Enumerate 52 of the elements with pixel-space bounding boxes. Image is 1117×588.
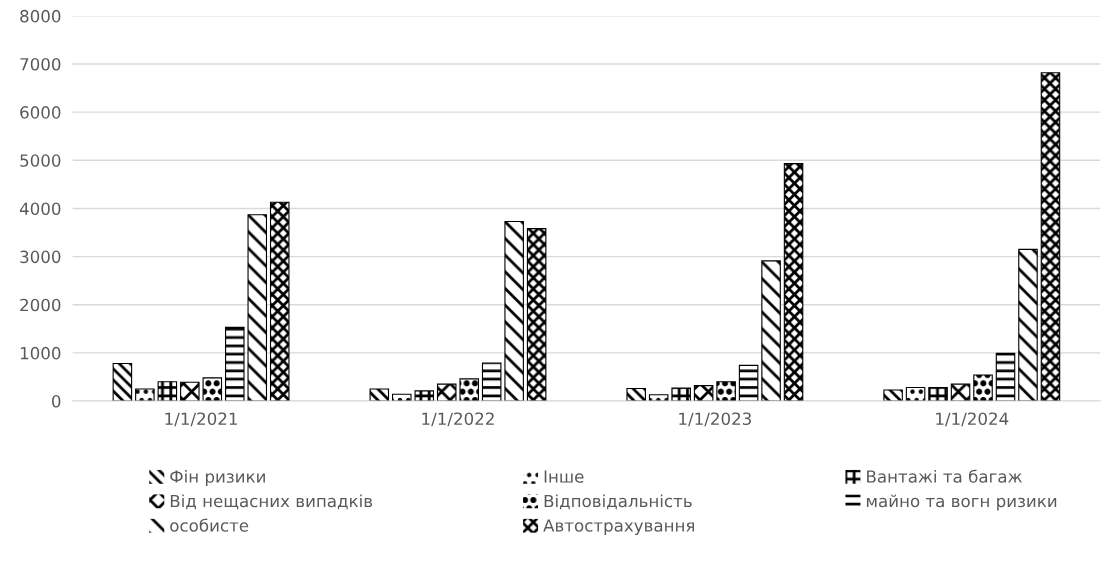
bar xyxy=(995,352,1016,402)
y-tick-label: 4000 xyxy=(19,202,61,216)
y-tick-label: 3000 xyxy=(20,250,61,264)
y-tick-label: 7000 xyxy=(20,57,61,71)
x-tick-label: 1/1/2021 xyxy=(165,412,237,427)
bar xyxy=(883,389,903,402)
y-tick-label: 1000 xyxy=(20,346,61,360)
y-tick-label: 0 xyxy=(51,394,61,408)
bar xyxy=(973,374,993,402)
bar xyxy=(648,394,669,402)
y-tick-label: 6000 xyxy=(20,106,61,119)
bar xyxy=(369,388,390,402)
bar xyxy=(1040,72,1061,402)
y-tick-label: 8000 xyxy=(20,9,61,23)
bar xyxy=(928,386,948,402)
bar xyxy=(526,228,547,402)
bar xyxy=(202,377,223,402)
legend-label: Від нещасних випадків xyxy=(170,494,373,510)
bar xyxy=(738,364,759,402)
bar xyxy=(180,381,200,402)
legend-label: Відповідальність xyxy=(544,494,692,510)
bar xyxy=(112,362,133,402)
bar xyxy=(905,386,926,402)
legend-label: майно та вогн ризики xyxy=(866,494,1057,511)
bar xyxy=(626,387,646,402)
bar xyxy=(716,381,736,402)
bar xyxy=(157,381,178,402)
legend-label: Вантажі та багаж xyxy=(867,469,1022,483)
bar xyxy=(459,378,479,402)
legend-label: Фін ризики xyxy=(170,469,265,487)
legend-label: Автострахування xyxy=(543,519,695,535)
bar xyxy=(1018,248,1038,402)
bar xyxy=(671,387,691,402)
bar xyxy=(269,201,290,402)
legend-label: Інше xyxy=(544,470,584,483)
y-tick-label: 5000 xyxy=(20,154,61,167)
bar xyxy=(225,326,245,402)
x-tick-label: 1/1/2024 xyxy=(936,412,1009,427)
bar xyxy=(436,383,457,402)
bar xyxy=(414,390,435,402)
bar xyxy=(247,214,268,402)
bar xyxy=(135,388,155,402)
x-tick-label: 1/1/2023 xyxy=(679,412,751,427)
bar xyxy=(504,220,524,402)
x-tick-label: 1/1/2022 xyxy=(422,412,494,427)
bar xyxy=(950,383,971,402)
bar xyxy=(481,362,502,402)
legend-label: особисте xyxy=(170,518,249,532)
bar xyxy=(783,163,804,402)
bar xyxy=(761,260,781,402)
y-tick-label: 2000 xyxy=(20,298,61,312)
bar xyxy=(693,385,714,402)
